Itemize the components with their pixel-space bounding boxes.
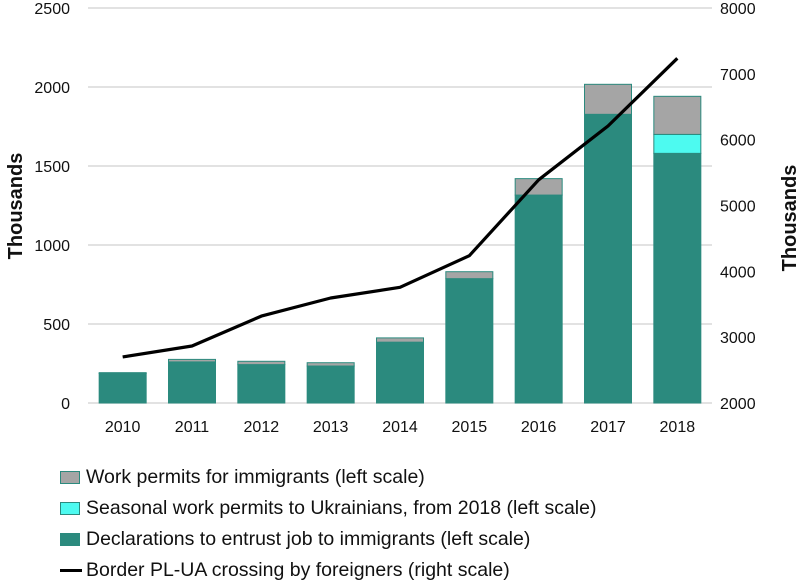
x-tick-label: 2010 [105,419,141,436]
legend-label: Work permits for immigrants (left scale) [86,466,425,488]
bar-segment [306,365,355,404]
bar-segment [445,278,494,404]
right-tick-label: 5000 [720,199,756,216]
left-tick-label: 500 [43,317,70,334]
x-tick-label: 2012 [244,419,280,436]
left-tick-label: 2500 [34,1,70,18]
left-tick-label: 1500 [34,159,70,176]
left-tick-label: 0 [61,396,70,413]
bar-segment [653,95,702,135]
bar-segment [376,337,424,343]
legend-item: Seasonal work permits to Ukrainians, fro… [60,493,596,524]
x-tick-label: 2011 [175,419,210,436]
left-tick-label: 1000 [34,238,70,255]
bar-segment [98,372,147,374]
legend-label: Declarations to entrust job to immigrant… [86,528,531,550]
bar-segment [445,271,494,280]
line-series [122,57,679,359]
right-tick-label: 4000 [720,264,756,281]
right-tick-label: 3000 [720,330,756,347]
right-axis-title: Thousands [779,165,798,272]
legend: Work permits for immigrants (left scale)… [60,462,596,580]
bar-segment [306,362,355,367]
bar-segment [168,358,216,363]
legend-swatch [60,569,82,572]
legend-item: Work permits for immigrants (left scale) [60,462,596,493]
legend-item: Border PL-UA crossing by foreigners (rig… [60,555,596,580]
legend-label: Border PL-UA crossing by foreigners (rig… [86,559,510,580]
right-tick-label: 7000 [720,67,756,84]
bar-segment [376,341,424,404]
legend-swatch [60,502,80,515]
legend-swatch [60,533,80,546]
x-tick-label: 2014 [382,419,418,436]
bar-segment [237,360,286,366]
right-tick-label: 2000 [720,396,756,413]
left-tick-label: 2000 [34,80,70,97]
legend-label: Seasonal work permits to Ukrainians, fro… [86,497,597,519]
bar-segment [653,152,702,404]
right-tick-label: 6000 [720,133,756,150]
x-tick-label: 2016 [521,419,557,436]
bar-segment [514,194,563,404]
bar-segment [98,372,147,404]
legend-item: Declarations to entrust job to immigrant… [60,524,596,555]
bar-segment [584,113,632,404]
bar-segment [653,133,702,154]
legend-swatch [60,471,80,484]
x-tick-label: 2015 [452,419,488,436]
bar-segment [168,361,216,404]
x-tick-label: 2013 [313,419,349,436]
right-tick-label: 8000 [720,1,756,18]
x-tick-label: 2018 [660,419,696,436]
left-axis-title: Thousands [5,153,27,260]
x-tick-label: 2017 [590,419,626,436]
bar-segment [237,364,286,404]
